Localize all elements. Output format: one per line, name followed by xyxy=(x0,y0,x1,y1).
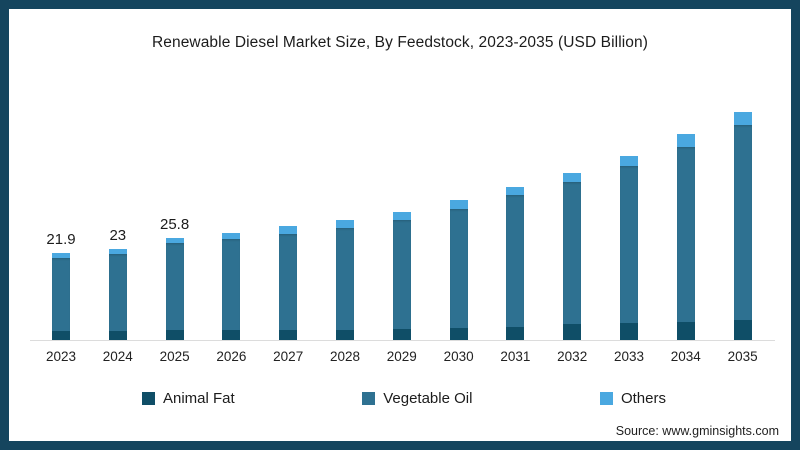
segment-others xyxy=(108,248,127,254)
bar-2023: 21.9 2023 xyxy=(46,231,76,364)
x-tick-label: 2023 xyxy=(45,349,77,364)
legend-label: Vegetable Oil xyxy=(383,390,473,407)
legend-label: Animal Fat xyxy=(163,390,235,407)
segment-others xyxy=(392,211,411,220)
segment-vegetable-oil xyxy=(165,243,184,331)
vegetable-oil-swatch-icon xyxy=(362,392,376,405)
segment-vegetable-oil xyxy=(506,195,525,327)
segment-others xyxy=(165,237,184,244)
segment-others xyxy=(279,226,298,234)
x-tick-label: 2033 xyxy=(613,349,645,364)
segment-others xyxy=(733,111,752,125)
x-tick-label: 2026 xyxy=(216,349,247,364)
legend-label: Others xyxy=(620,390,666,407)
segment-vegetable-oil xyxy=(108,253,127,331)
x-tick-label: 2034 xyxy=(670,349,701,364)
segment-others xyxy=(52,253,70,259)
segment-vegetable-oil xyxy=(733,124,752,321)
source-text: Source: www.gminsights.com xyxy=(615,424,779,438)
segment-others xyxy=(222,233,241,240)
x-tick-label: 2030 xyxy=(443,349,474,364)
x-tick-label: 2035 xyxy=(727,349,758,364)
x-tick-label: 2025 xyxy=(159,349,190,364)
segment-vegetable-oil xyxy=(563,181,582,325)
bar-2030: 2030 xyxy=(444,200,474,364)
segment-vegetable-oil xyxy=(676,146,695,322)
bar-value-label: 21.9 xyxy=(46,231,76,249)
bar-2027: 2027 xyxy=(273,226,303,364)
segment-animal-fat xyxy=(733,320,752,340)
segment-animal-fat xyxy=(165,330,184,340)
segment-others xyxy=(620,156,638,167)
bar-2025: 25.8 2025 xyxy=(160,216,190,364)
x-tick-label: 2024 xyxy=(102,349,133,364)
x-axis-line xyxy=(30,340,775,341)
segment-vegetable-oil xyxy=(222,239,241,331)
bar-2033: 2033 xyxy=(614,156,644,364)
segment-vegetable-oil xyxy=(449,208,468,329)
segment-others xyxy=(563,172,582,182)
segment-animal-fat xyxy=(449,328,468,340)
segment-vegetable-oil xyxy=(279,233,298,331)
others-swatch-icon xyxy=(599,392,613,405)
legend: Animal Fat Vegetable Oil Others xyxy=(142,390,666,407)
x-tick-label: 2029 xyxy=(386,349,417,364)
x-tick-label: 2031 xyxy=(500,349,531,364)
bar-value-label: 23 xyxy=(109,226,127,244)
animal-fat-swatch-icon xyxy=(142,392,155,405)
segment-animal-fat xyxy=(222,330,241,340)
bar-2026: 2026 xyxy=(216,233,246,364)
bar-2035: 2035 xyxy=(728,111,758,364)
bar-2029: 2029 xyxy=(387,211,417,364)
segment-others xyxy=(506,186,525,196)
segment-vegetable-oil xyxy=(336,227,354,330)
segment-animal-fat xyxy=(620,323,638,340)
segment-vegetable-oil xyxy=(620,166,638,324)
segment-animal-fat xyxy=(336,329,354,340)
segment-others xyxy=(449,200,468,209)
segment-animal-fat xyxy=(52,331,70,340)
bar-value-label: 25.8 xyxy=(159,215,190,233)
x-tick-label: 2028 xyxy=(329,349,361,364)
x-tick-label: 2027 xyxy=(273,349,304,364)
segment-animal-fat xyxy=(279,330,298,340)
segment-animal-fat xyxy=(676,321,695,340)
segment-others xyxy=(676,134,695,147)
bar-2032: 2032 xyxy=(557,172,587,364)
legend-item-others: Others xyxy=(599,390,666,407)
bar-2034: 2034 xyxy=(671,134,701,364)
segment-vegetable-oil xyxy=(392,219,411,329)
legend-item-vegetable-oil: Vegetable Oil xyxy=(362,390,472,407)
plot-area: 21.9 2023 23 2024 25.8 2025 2026 2027 2028 2029 20… xyxy=(30,55,775,364)
chart-title: Renewable Diesel Market Size, By Feedsto… xyxy=(151,34,649,51)
x-tick-label: 2032 xyxy=(557,349,588,364)
segment-animal-fat xyxy=(108,330,127,340)
bar-2028: 2028 xyxy=(330,220,360,364)
bar-2031: 2031 xyxy=(500,186,530,364)
segment-animal-fat xyxy=(392,328,411,340)
bar-2024: 23 2024 xyxy=(103,227,133,364)
legend-item-animal-fat: Animal Fat xyxy=(142,390,235,407)
segment-animal-fat xyxy=(506,326,525,340)
segment-vegetable-oil xyxy=(52,258,70,332)
segment-others xyxy=(336,220,354,228)
segment-animal-fat xyxy=(563,324,582,340)
